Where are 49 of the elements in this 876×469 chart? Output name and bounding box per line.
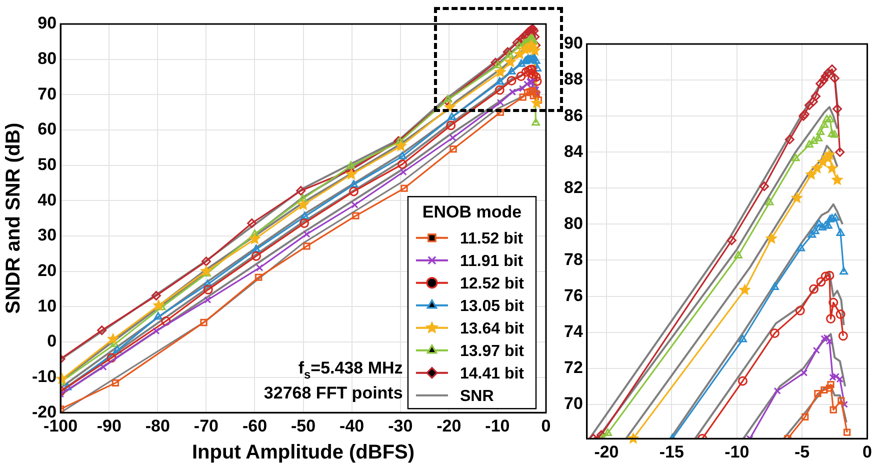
x-tick-label: -5	[794, 442, 810, 462]
x-tick-label: -20	[594, 442, 619, 462]
y-tick-label: 78	[564, 250, 583, 269]
x-tick-label: -70	[194, 416, 218, 436]
y-tick-label: 90	[564, 34, 583, 53]
y-tick-label: 0	[47, 332, 57, 351]
y-tick-label: 80	[564, 214, 583, 233]
x-tick-label: -30	[388, 416, 413, 436]
y-tick-label: 80	[38, 49, 57, 68]
x-tick-label: 0	[541, 416, 551, 436]
x-tick-label: -20	[436, 416, 462, 436]
legend-label: 14.41 bit	[460, 365, 525, 382]
y-tick-label: 76	[564, 286, 583, 305]
y-tick-label: 88	[564, 70, 583, 89]
annotation: 32768 FFT points	[264, 384, 403, 403]
legend-label: 13.97 bit	[460, 342, 525, 360]
y-tick-label: 74	[564, 322, 584, 341]
y-tick-label: 50	[38, 154, 57, 174]
legend-label: SNR	[460, 388, 494, 405]
y-tick-label: 30	[38, 226, 57, 245]
y-tick-label: 70	[564, 394, 583, 414]
x-tick-label: -50	[290, 416, 316, 436]
legend-label: 13.05 bit	[460, 298, 525, 315]
y-tick-label: 20	[38, 260, 57, 280]
x-tick-label: 0	[862, 442, 872, 462]
x-tick-label: -80	[145, 416, 170, 436]
legend-label: 13.64 bit	[460, 320, 525, 338]
y-axis-title: SNDR and SNR (dB)	[2, 122, 25, 314]
legend-label: 11.52 bit	[460, 230, 524, 248]
y-tick-label: 72	[564, 358, 583, 378]
y-tick-label: 60	[38, 120, 57, 139]
x-tick-label: -10	[485, 416, 510, 436]
x-tick-label: -40	[340, 416, 364, 436]
y-tick-label: 10	[38, 296, 57, 316]
legend-title: ENOB mode	[422, 202, 522, 222]
x-tick-label: -15	[659, 442, 684, 462]
legend-label: 11.91 bit	[460, 252, 524, 270]
y-tick-label: 90	[38, 14, 57, 33]
legend-label: 12.52 bit	[460, 275, 525, 292]
y-tick-label: 86	[564, 106, 583, 125]
x-axis-title: Input Amplitude (dBFS)	[192, 442, 415, 464]
y-tick-label: 40	[38, 190, 57, 210]
y-tick-label: -10	[32, 366, 57, 386]
y-tick-label: 84	[564, 142, 584, 161]
y-tick-label: 82	[564, 178, 583, 197]
x-tick-label: -60	[242, 416, 268, 436]
x-tick-label: -10	[724, 442, 750, 462]
x-tick-label: -90	[96, 416, 122, 436]
y-tick-label: 70	[38, 84, 57, 104]
